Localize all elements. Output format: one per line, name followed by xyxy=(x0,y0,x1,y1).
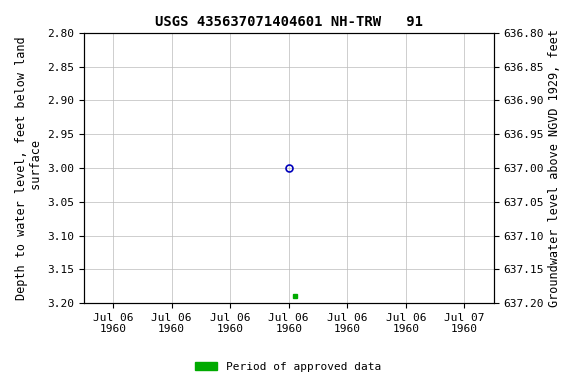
Legend: Period of approved data: Period of approved data xyxy=(191,358,385,377)
Y-axis label: Depth to water level, feet below land
 surface: Depth to water level, feet below land su… xyxy=(15,36,43,300)
Title: USGS 435637071404601 NH-TRW   91: USGS 435637071404601 NH-TRW 91 xyxy=(155,15,423,29)
Y-axis label: Groundwater level above NGVD 1929, feet: Groundwater level above NGVD 1929, feet xyxy=(548,29,561,307)
